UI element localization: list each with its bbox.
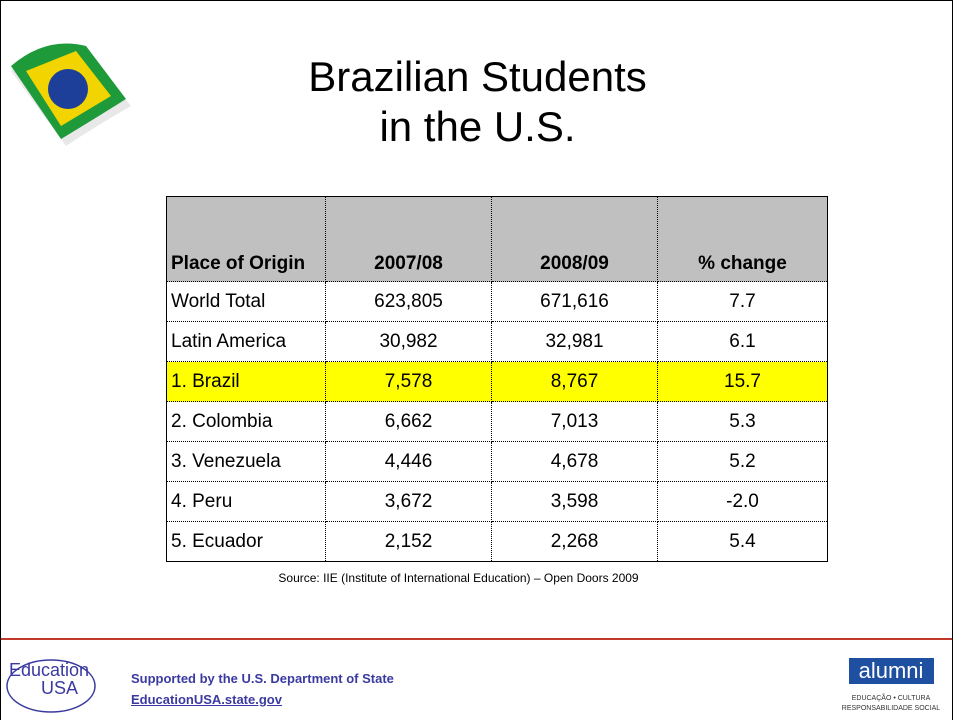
logo-text: USA (41, 678, 78, 698)
divider (1, 638, 953, 640)
table-cell: 4. Peru (167, 482, 326, 522)
column-header: % change (658, 197, 828, 282)
table-cell: 8,767 (492, 362, 658, 402)
table-cell: 4,446 (326, 442, 492, 482)
table-cell: 6,662 (326, 402, 492, 442)
table-cell: 671,616 (492, 282, 658, 322)
logo-tagline: EDUCAÇÃO • CULTURA (852, 693, 931, 702)
table-cell: 3,672 (326, 482, 492, 522)
column-header: 2007/08 (326, 197, 492, 282)
table-cell: Latin America (167, 322, 326, 362)
table-cell: World Total (167, 282, 326, 322)
table-cell: 6.1 (658, 322, 828, 362)
slide: Brazilian Students in the U.S. Place of … (0, 0, 953, 720)
table-cell: 2,152 (326, 522, 492, 562)
logo-text: alumni (859, 658, 924, 683)
table-cell: 7,013 (492, 402, 658, 442)
title-line: in the U.S. (1, 103, 953, 151)
table-cell: 5. Ecuador (167, 522, 326, 562)
source-note: Source: IIE (Institute of International … (1, 571, 916, 585)
table-cell: 1. Brazil (167, 362, 326, 402)
table-cell: 3. Venezuela (167, 442, 326, 482)
table-cell: 5.3 (658, 402, 828, 442)
table-cell: 15.7 (658, 362, 828, 402)
table-cell: 2,268 (492, 522, 658, 562)
logo-text: Education (9, 660, 89, 680)
column-header: 2008/09 (492, 197, 658, 282)
column-header: Place of Origin (167, 197, 326, 282)
table-cell: 5.4 (658, 522, 828, 562)
table-cell: 3,598 (492, 482, 658, 522)
alumni-logo: alumni EDUCAÇÃO • CULTURA RESPONSABILIDA… (839, 656, 951, 720)
table-cell: 5.2 (658, 442, 828, 482)
table-cell: -2.0 (658, 482, 828, 522)
table-cell: 30,982 (326, 322, 492, 362)
education-usa-logo: Education USA (1, 656, 111, 720)
table-cell: 32,981 (492, 322, 658, 362)
site-link[interactable]: EducationUSA.state.gov (131, 692, 282, 707)
table-cell: 7,578 (326, 362, 492, 402)
logo-tagline: RESPONSABILIDADE SOCIAL (842, 705, 941, 712)
table-cell: 623,805 (326, 282, 492, 322)
table-cell: 4,678 (492, 442, 658, 482)
table-cell: 7.7 (658, 282, 828, 322)
title-line: Brazilian Students (1, 53, 953, 101)
table-cell: 2. Colombia (167, 402, 326, 442)
supported-text: Supported by the U.S. Department of Stat… (131, 671, 394, 686)
